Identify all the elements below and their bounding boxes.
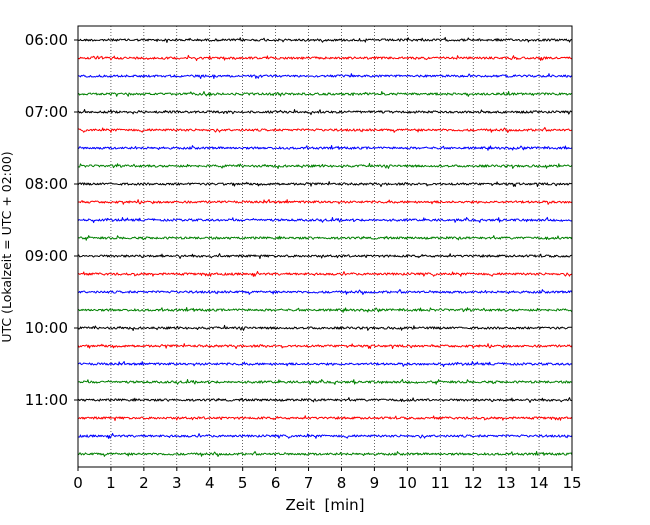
x-tick-label: 14 [530,474,549,492]
trace-line [77,415,573,422]
trace-line [77,288,573,295]
trace-line [77,198,573,205]
x-tick-label: 13 [497,474,516,492]
trace-line [77,307,573,313]
trace-line [77,432,573,439]
x-tick-label: 3 [172,474,182,492]
trace-line [77,162,573,169]
y-tick-label: 09:00 [25,247,68,265]
y-tick-label: 08:00 [25,175,68,193]
trace-line [77,73,573,79]
y-axis-ticks: 06:00 07:00 08:00 09:00 10:00 11:00 [25,31,78,409]
x-tick-label: 7 [304,474,314,492]
plot-area [78,26,572,467]
x-tick-label: 10 [398,474,417,492]
y-tick-label: 11:00 [25,391,68,409]
x-tick-label: 8 [337,474,347,492]
x-tick-label: 0 [73,474,83,492]
trace-line [77,324,573,331]
x-tick-label: 4 [205,474,215,492]
x-tick-label: 12 [464,474,483,492]
trace-line [77,450,573,457]
x-tick-label: 2 [139,474,149,492]
y-tick-label: 07:00 [25,103,68,121]
y-tick-label: 06:00 [25,31,68,49]
x-axis-label: Zeit [min] [285,496,364,514]
x-tick-label: 15 [562,474,581,492]
trace-line [77,126,573,133]
trace-line [77,216,573,224]
trace-line [77,343,573,350]
trace-line [77,181,573,188]
trace-line [77,145,573,151]
x-axis-ticks: 0 1 2 3 4 5 6 7 8 9 10 11 12 13 14 15 [73,467,582,492]
trace-line [77,360,573,368]
trace-line [77,108,573,116]
trace-line [77,90,573,97]
x-tick-label: 5 [238,474,248,492]
trace-line [77,253,573,260]
trace-line [77,54,573,62]
x-tick-label: 1 [106,474,116,492]
y-tick-label: 10:00 [25,319,68,337]
x-tick-label: 9 [370,474,380,492]
seismogram-traces [77,36,573,457]
trace-line [77,36,573,44]
x-tick-label: 11 [431,474,450,492]
trace-line [77,270,573,277]
y-axis-label: UTC (Lokalzeit = UTC + 02:00) [0,151,14,342]
trace-line [77,378,573,385]
plot-frame [77,25,573,468]
trace-line [77,397,573,403]
x-tick-label: 6 [271,474,281,492]
trace-line [77,235,573,241]
